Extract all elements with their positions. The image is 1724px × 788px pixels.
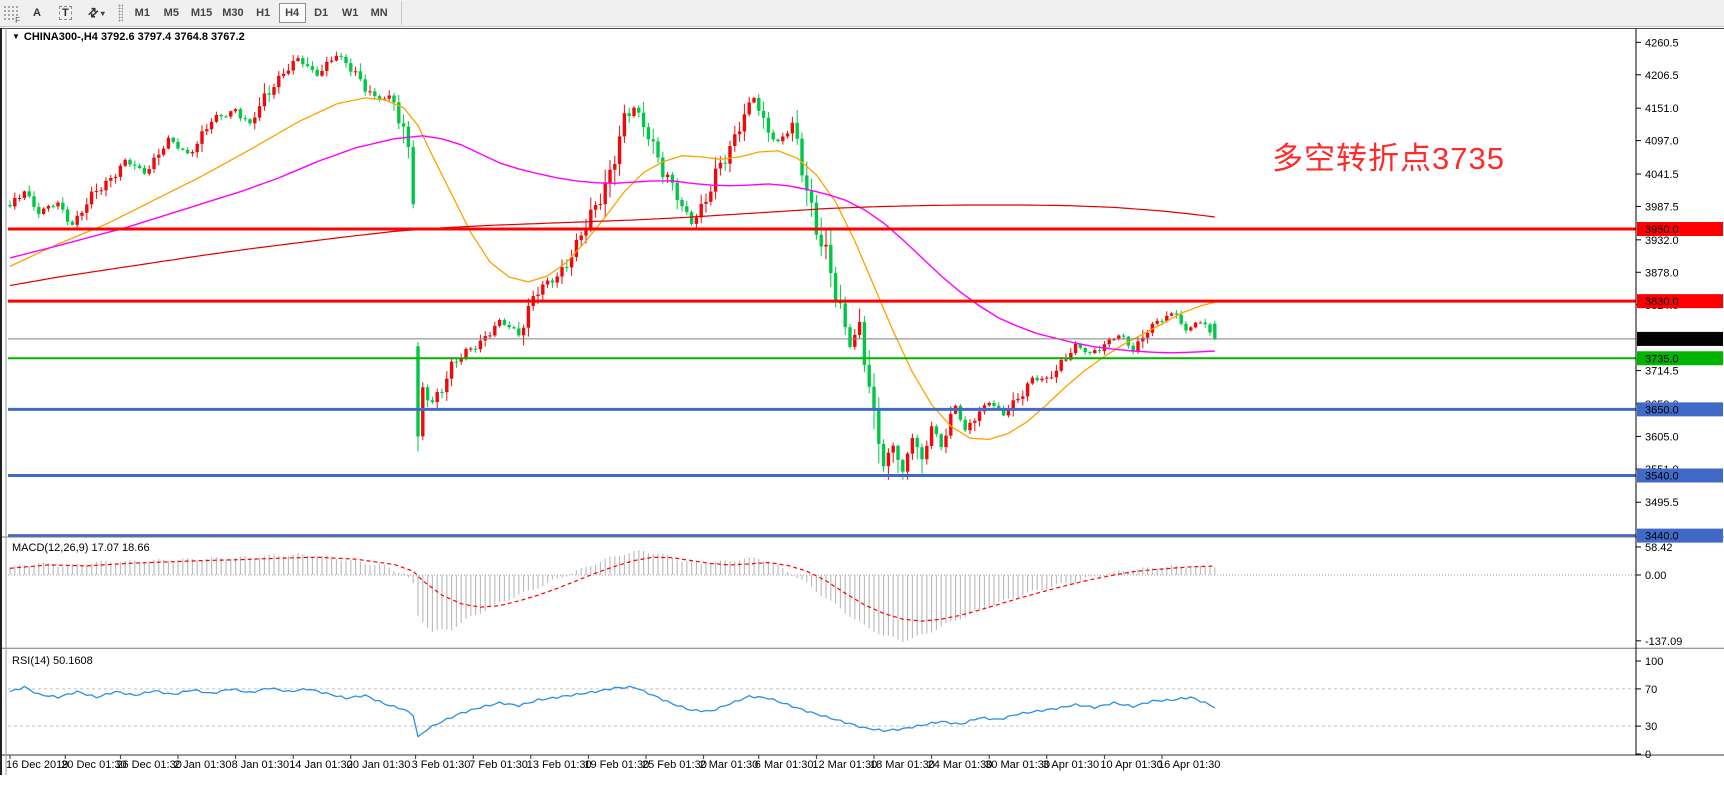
time-tick-label: 16 Apr 01:30	[1158, 759, 1220, 771]
time-tick-label: 14 Jan 01:30	[289, 759, 353, 771]
text-label-tool-button[interactable]: T	[52, 2, 79, 24]
price-badge-3830.0	[1637, 294, 1723, 309]
price-tick-label: 3495.5	[1645, 497, 1679, 509]
time-tick-label: 3 Feb 01:30	[412, 759, 471, 771]
rsi-scale-label: 70	[1645, 684, 1657, 696]
time-tick-label: 2 Jan 01:30	[174, 759, 232, 771]
annotation-text: 多空转折点3735	[1272, 141, 1505, 176]
time-tick-label: 30 Mar 01:30	[985, 759, 1050, 771]
toolbar-end-separator	[400, 1, 402, 25]
price-badge-3540.0	[1637, 468, 1723, 483]
toolbar-grip[interactable]: F	[2, 4, 20, 25]
time-tick-label: 19 Feb 01:30	[584, 759, 649, 771]
macd-scale-label: 0.00	[1645, 570, 1666, 582]
price-badge-label: 3540.0	[1645, 470, 1679, 482]
timeframe-button-h1[interactable]: H1	[250, 3, 277, 23]
macd-label: MACD(12,26,9) 17.07 18.66	[12, 542, 150, 554]
level-lines-layer	[8, 227, 1636, 538]
moving-averages-layer	[9, 97, 1215, 441]
time-tick-label: 25 Feb 01:30	[642, 759, 707, 771]
rsi-line	[9, 685, 1216, 738]
toolbar-grip-label: F	[14, 16, 20, 25]
time-tick-label: 18 Mar 01:30	[870, 759, 935, 771]
text-label-icon: T	[59, 6, 72, 20]
price-badge-3440.0	[1637, 528, 1723, 543]
time-tick-label: 20 Jan 01:30	[347, 759, 411, 771]
time-tick-label: 13 Feb 01:30	[527, 759, 592, 771]
timeframe-button-h4[interactable]: H4	[278, 3, 306, 23]
price-badge-3735.0	[1637, 351, 1723, 366]
dropdown-caret-icon: ▾	[100, 8, 105, 18]
price-tick-label: 3714.5	[1645, 366, 1679, 378]
rsi-scale-label: 100	[1645, 656, 1663, 668]
time-tick-label: 10 Apr 01:30	[1100, 759, 1162, 771]
macd-signal-line	[9, 556, 1215, 622]
price-tick-label: 4097.0	[1645, 136, 1679, 148]
price-tick-label: 4260.5	[1645, 37, 1679, 49]
price-tick-label: 3605.0	[1645, 431, 1679, 443]
time-tick-label: 3 Apr 01:30	[1043, 759, 1099, 771]
toolbar: F A T ⇅ ▾ M1 M5 M15 M30 H1 H4 D1 W1 MN	[0, 0, 1724, 27]
price-badge-label: 3830.0	[1645, 296, 1679, 308]
rsi-scale-label: 0	[1645, 749, 1651, 761]
timeframe-toolbar-grip[interactable]	[117, 4, 123, 22]
chart-area: 4260.5 4206.5 4151.0 4097.0 4041.5 3987.5 3932…	[0, 27, 1724, 788]
time-tick-label: 16 Dec 2019	[6, 759, 68, 771]
timeframe-button-mn[interactable]: MN	[366, 3, 393, 23]
time-tick-label: 2 Mar 01:30	[700, 759, 759, 771]
timeframe-button-m5[interactable]: M5	[158, 3, 185, 23]
chart-canvas[interactable]: 4260.5 4206.5 4151.0 4097.0 4041.5 3987.5 3932…	[0, 27, 1724, 788]
timeframe-button-m15[interactable]: M15	[187, 3, 216, 23]
ma-mid-magenta	[9, 135, 1215, 354]
rsi-scale-label: 30	[1645, 721, 1657, 733]
candles-layer	[8, 51, 1217, 480]
time-tick-label: 20 Dec 01:30	[61, 759, 126, 771]
time-tick-label: 26 Dec 01:30	[116, 759, 181, 771]
price-tick-label: 4206.5	[1645, 70, 1679, 82]
frame-layer	[0, 28, 1724, 775]
price-badge-label: 3650.0	[1645, 404, 1679, 416]
ma-fast-orange	[9, 97, 1215, 441]
axis-layer: 4260.5 4206.5 4151.0 4097.0 4041.5 3987.5 3932…	[6, 37, 1723, 771]
price-badge-3950.0	[1637, 222, 1723, 236]
price-badge-label: 3735.0	[1645, 353, 1679, 365]
ma-slow-red	[9, 204, 1215, 287]
rsi-label: RSI(14) 50.1608	[12, 655, 93, 667]
macd-scale-label: 58.42	[1645, 542, 1673, 554]
price-tick-label: 3987.5	[1645, 201, 1679, 213]
symbol-caret-icon[interactable]: ▼	[12, 32, 20, 41]
time-tick-label: 7 Feb 01:30	[469, 759, 528, 771]
arrow-text-tool-button[interactable]: A	[24, 2, 50, 24]
cycle-symbols-button[interactable]: ⇅ ▾	[81, 2, 112, 24]
price-badge-label: 3950.0	[1645, 224, 1679, 236]
macd-scale-label: -137.09	[1645, 636, 1682, 648]
price-badge-label: 3767.2	[1645, 334, 1679, 346]
rsi-layer	[8, 685, 1636, 738]
time-tick-label: 12 Mar 01:30	[812, 759, 877, 771]
price-tick-label: 4041.5	[1645, 169, 1679, 181]
time-tick-label: 8 Jan 01:30	[232, 759, 290, 771]
price-tick-label: 3932.0	[1645, 235, 1679, 247]
time-tick-label: 6 Mar 01:30	[755, 759, 814, 771]
symbol-ohlc-text: CHINA300-,H4 3792.6 3797.4 3764.8 3767.2	[23, 31, 245, 43]
price-badge-3650.0	[1637, 402, 1723, 417]
price-tick-label: 3878.0	[1645, 267, 1679, 279]
price-badge-label: 3440.0	[1645, 531, 1679, 543]
timeframe-button-m30[interactable]: M30	[218, 3, 247, 23]
symbol-ohlc-label: ▼ CHINA300-,H4 3792.6 3797.4 3764.8 3767.…	[12, 31, 245, 43]
timeframe-button-m1[interactable]: M1	[129, 3, 156, 23]
time-tick-label: 24 Mar 01:30	[928, 759, 993, 771]
timeframe-button-group: M1 M5 M15 M30 H1 H4 D1 W1 MN	[129, 3, 393, 23]
timeframe-button-w1[interactable]: W1	[337, 3, 364, 23]
letter-a-icon: A	[33, 7, 41, 19]
price-badge-3767.2	[1637, 331, 1723, 346]
price-tick-label: 4151.0	[1645, 103, 1679, 115]
macd-layer	[8, 550, 1636, 643]
timeframe-button-d1[interactable]: D1	[308, 3, 335, 23]
diagonal-arrows-icon: ⇅	[84, 4, 102, 22]
